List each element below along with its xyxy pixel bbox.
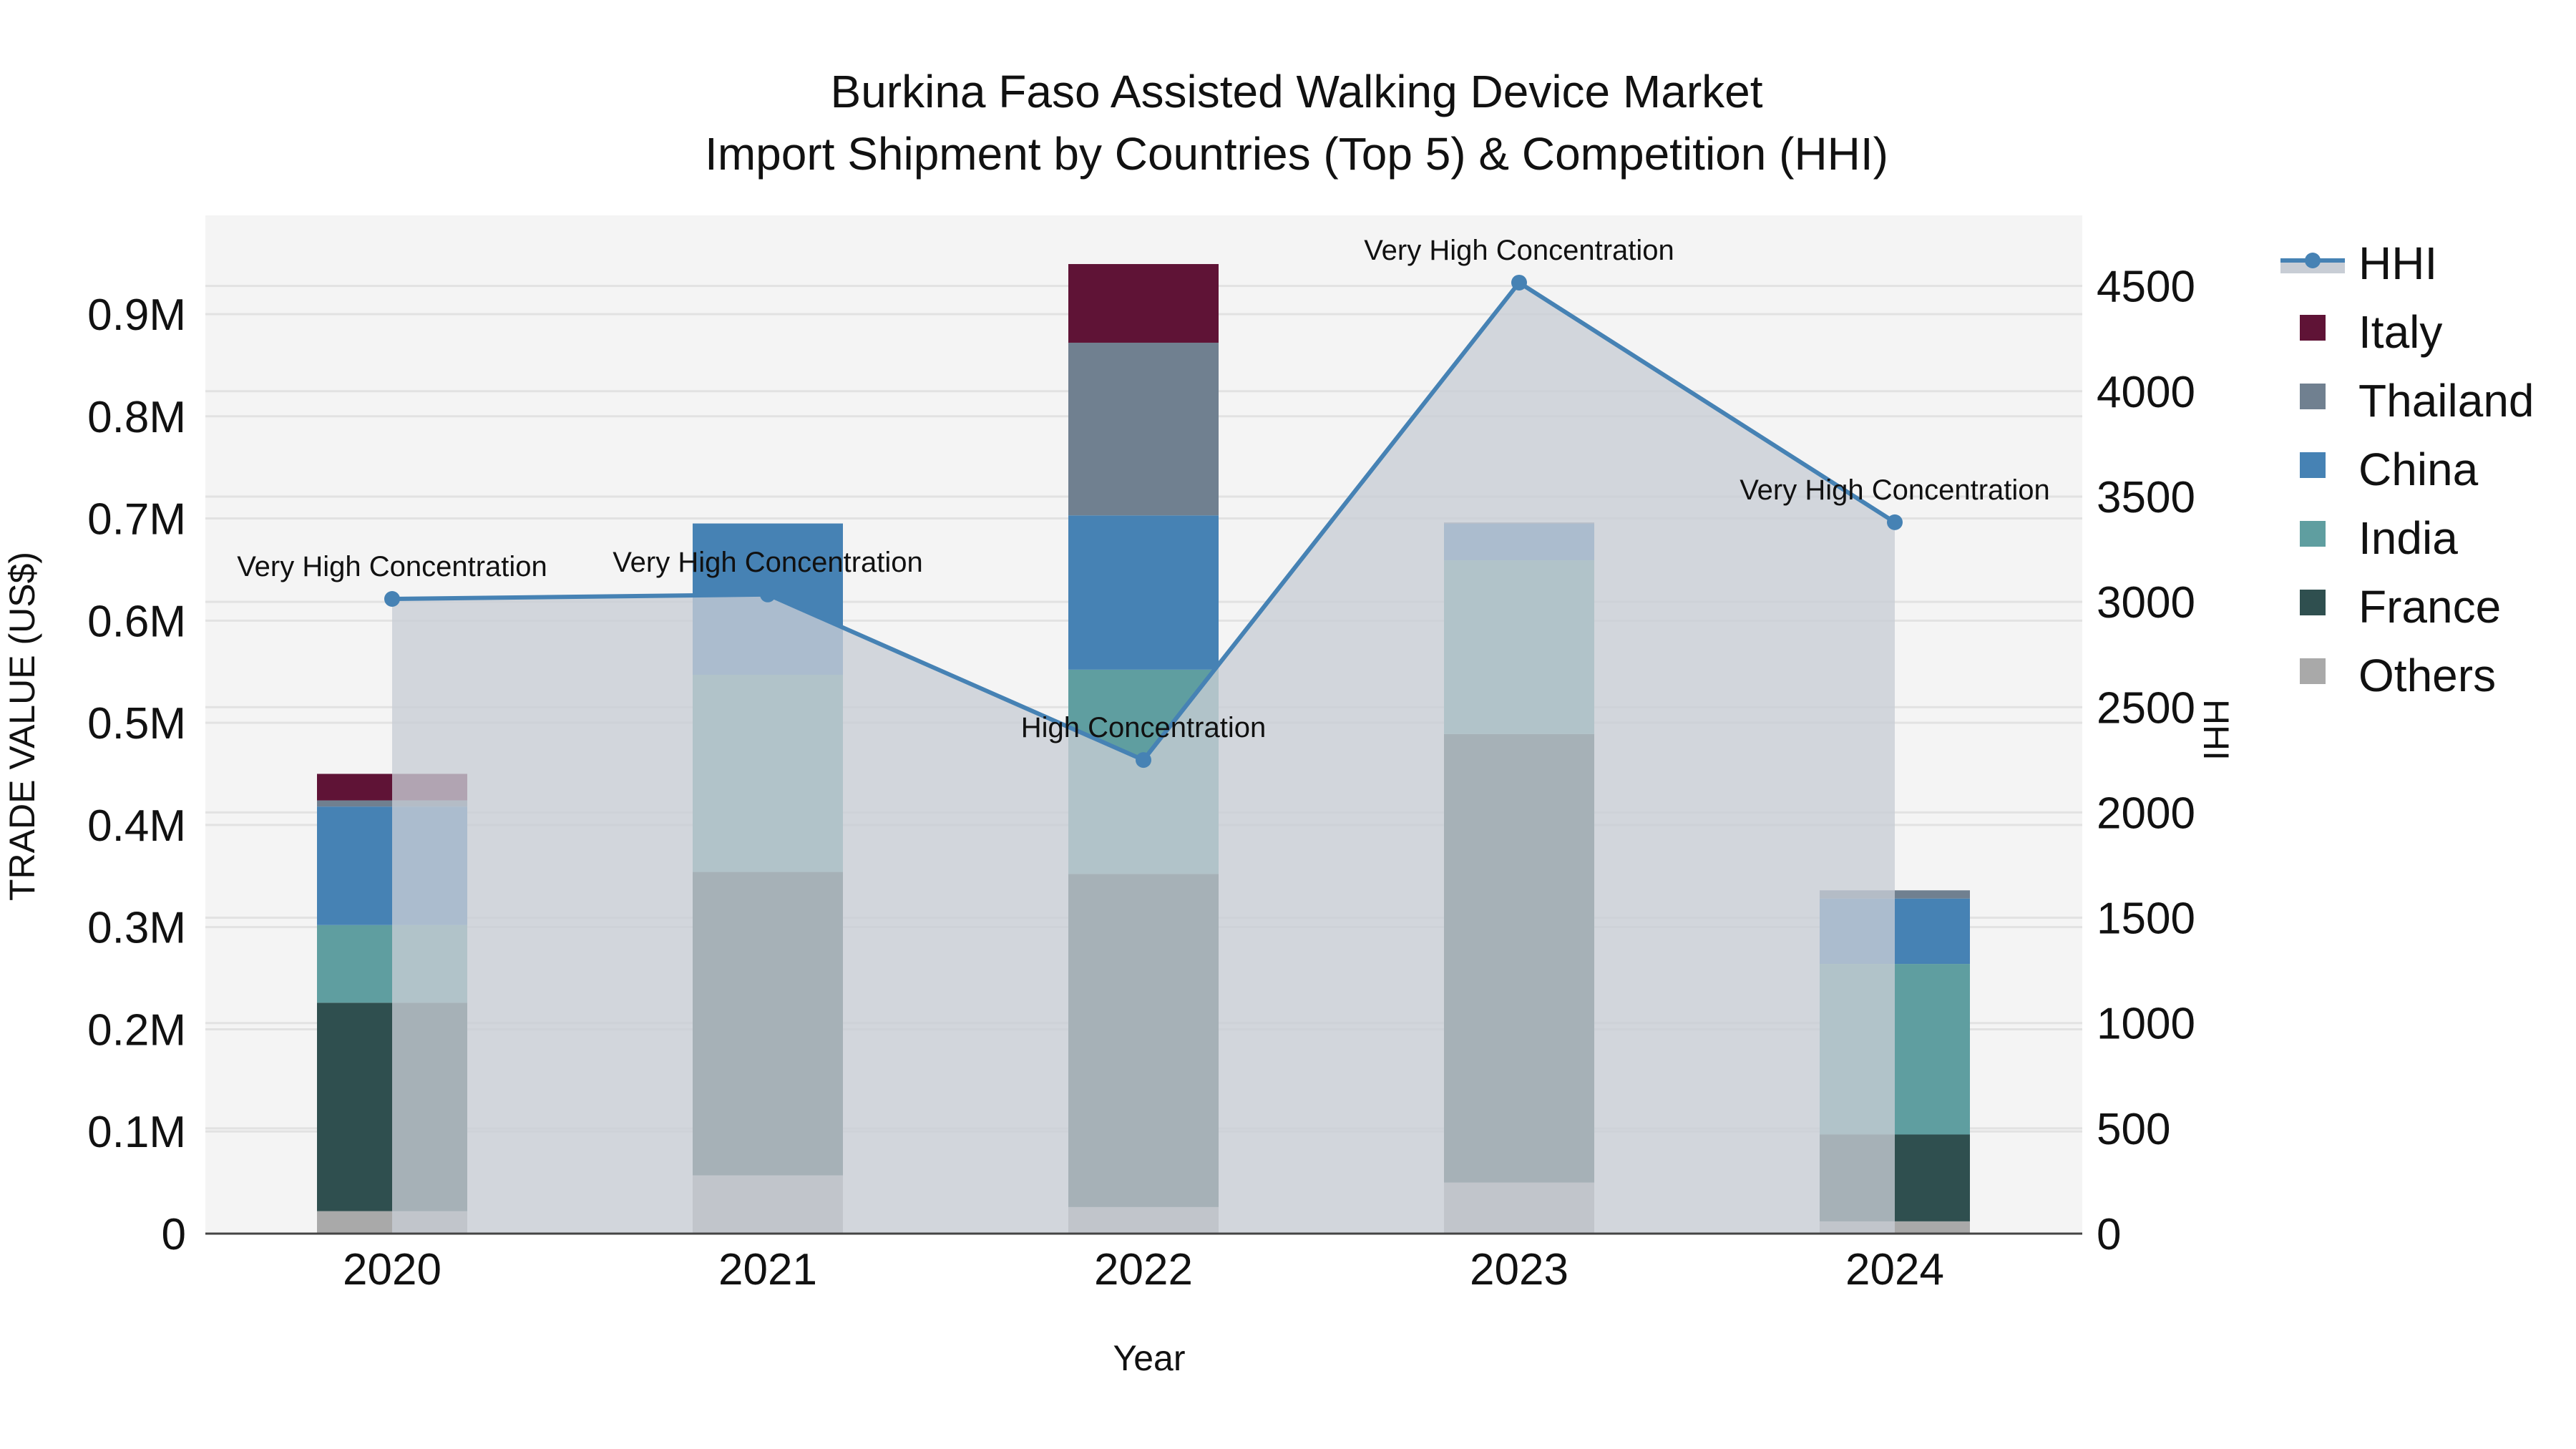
- legend-label: China: [2358, 444, 2479, 495]
- bar-segment-italy[interactable]: [1068, 264, 1219, 343]
- x-tick-label: 2022: [1094, 1245, 1193, 1294]
- x-tick-label: 2021: [718, 1245, 817, 1294]
- x-axis-title: Year: [1113, 1338, 1185, 1378]
- legend-swatch-icon: [2300, 590, 2326, 615]
- x-tick-label: 2024: [1845, 1245, 1944, 1294]
- bar-segment-china[interactable]: [1068, 515, 1219, 670]
- legend-label: Thailand: [2358, 375, 2534, 426]
- bar-segment-thailand[interactable]: [1068, 342, 1219, 516]
- y-axis-title: TRADE VALUE (US$): [2, 552, 42, 901]
- legend-swatch-icon: [2300, 452, 2326, 478]
- hhi-annotation: Very High Concentration: [237, 551, 547, 582]
- y-tick-label: 0.6M: [87, 597, 186, 646]
- legend-label: Others: [2358, 650, 2496, 701]
- y-axis-ticks: 0 0.1M 0.2M 0.3M 0.4M 0.5M 0.6M 0.7M 0.8M 0.9M: [87, 291, 186, 1259]
- hhi-annotation: Very High Concentration: [613, 547, 923, 578]
- legend-swatch-icon: [2300, 521, 2326, 547]
- y-tick-label: 0.1M: [87, 1108, 186, 1157]
- y-tick-label: 0.3M: [87, 904, 186, 953]
- y-tick-label: 0.9M: [87, 291, 186, 340]
- legend-hhi-marker-icon: [2305, 253, 2321, 268]
- hhi-annotation: High Concentration: [1021, 712, 1266, 743]
- legend-item-thailand[interactable]: Thailand: [2300, 375, 2534, 426]
- legend-item-france[interactable]: France: [2300, 581, 2501, 633]
- legend-label: Italy: [2358, 306, 2442, 358]
- legend-label: India: [2358, 512, 2458, 564]
- hhi-annotation: Very High Concentration: [1740, 474, 2050, 506]
- legend-label: HHI: [2358, 238, 2437, 289]
- y-tick-label: 0.7M: [87, 495, 186, 545]
- hhi-marker[interactable]: [384, 590, 400, 607]
- hhi-annotations: Very High Concentration Very High Concent…: [237, 235, 2050, 743]
- y-tick-label: 0: [162, 1210, 186, 1259]
- y2-tick-label: 500: [2097, 1105, 2170, 1154]
- hhi-area: [392, 282, 1895, 1234]
- hhi-marker[interactable]: [1887, 514, 1903, 530]
- hhi-marker[interactable]: [1511, 274, 1527, 291]
- legend: HHI Italy Thailand China India France Others: [2280, 238, 2534, 701]
- legend-swatch-icon: [2300, 315, 2326, 341]
- x-tick-label: 2020: [343, 1245, 441, 1294]
- hhi-area-fill: [392, 282, 1895, 1234]
- legend-item-india[interactable]: India: [2300, 512, 2458, 564]
- y2-tick-label: 1500: [2097, 894, 2195, 944]
- legend-item-italy[interactable]: Italy: [2300, 306, 2442, 358]
- chart-subtitle: Import Shipment by Countries (Top 5) & C…: [705, 128, 1888, 180]
- y2-tick-label: 1000: [2097, 1000, 2195, 1049]
- chart-title: Burkina Faso Assisted Walking Device Mar…: [705, 66, 1888, 180]
- y2-axis-ticks: 0 500 1000 1500 2000 2500 3000 3500 4000 4500: [2097, 263, 2195, 1259]
- hhi-annotation: Very High Concentration: [1364, 235, 1674, 266]
- y2-tick-label: 3500: [2097, 473, 2195, 522]
- legend-item-hhi[interactable]: HHI: [2280, 238, 2437, 289]
- legend-item-others[interactable]: Others: [2300, 650, 2496, 701]
- legend-label: France: [2358, 581, 2501, 633]
- hhi-line: [384, 274, 1903, 769]
- legend-item-china[interactable]: China: [2300, 444, 2479, 495]
- x-tick-label: 2023: [1470, 1245, 1568, 1294]
- y2-tick-label: 4500: [2097, 263, 2195, 312]
- y2-tick-label: 0: [2097, 1210, 2121, 1259]
- y2-axis-title: HHI: [2196, 699, 2236, 761]
- x-axis-ticks: 2020 2021 2022 2023 2024: [343, 1245, 1944, 1294]
- bar-segment-top-china[interactable]: [693, 523, 843, 595]
- chart-title-line1: Burkina Faso Assisted Walking Device Mar…: [831, 66, 1763, 117]
- y2-tick-label: 3000: [2097, 578, 2195, 628]
- y2-tick-label: 2000: [2097, 789, 2195, 838]
- y2-tick-label: 2500: [2097, 683, 2195, 733]
- legend-swatch-icon: [2300, 384, 2326, 409]
- hhi-marker[interactable]: [760, 586, 776, 602]
- y-tick-label: 0.8M: [87, 393, 186, 442]
- y2-tick-label: 4000: [2097, 368, 2195, 417]
- y-tick-label: 0.4M: [87, 801, 186, 851]
- y-tick-label: 0.5M: [87, 699, 186, 748]
- hhi-marker[interactable]: [1136, 752, 1151, 769]
- legend-swatch-icon: [2300, 658, 2326, 684]
- y-tick-label: 0.2M: [87, 1005, 186, 1055]
- bars-over-area: [693, 523, 843, 595]
